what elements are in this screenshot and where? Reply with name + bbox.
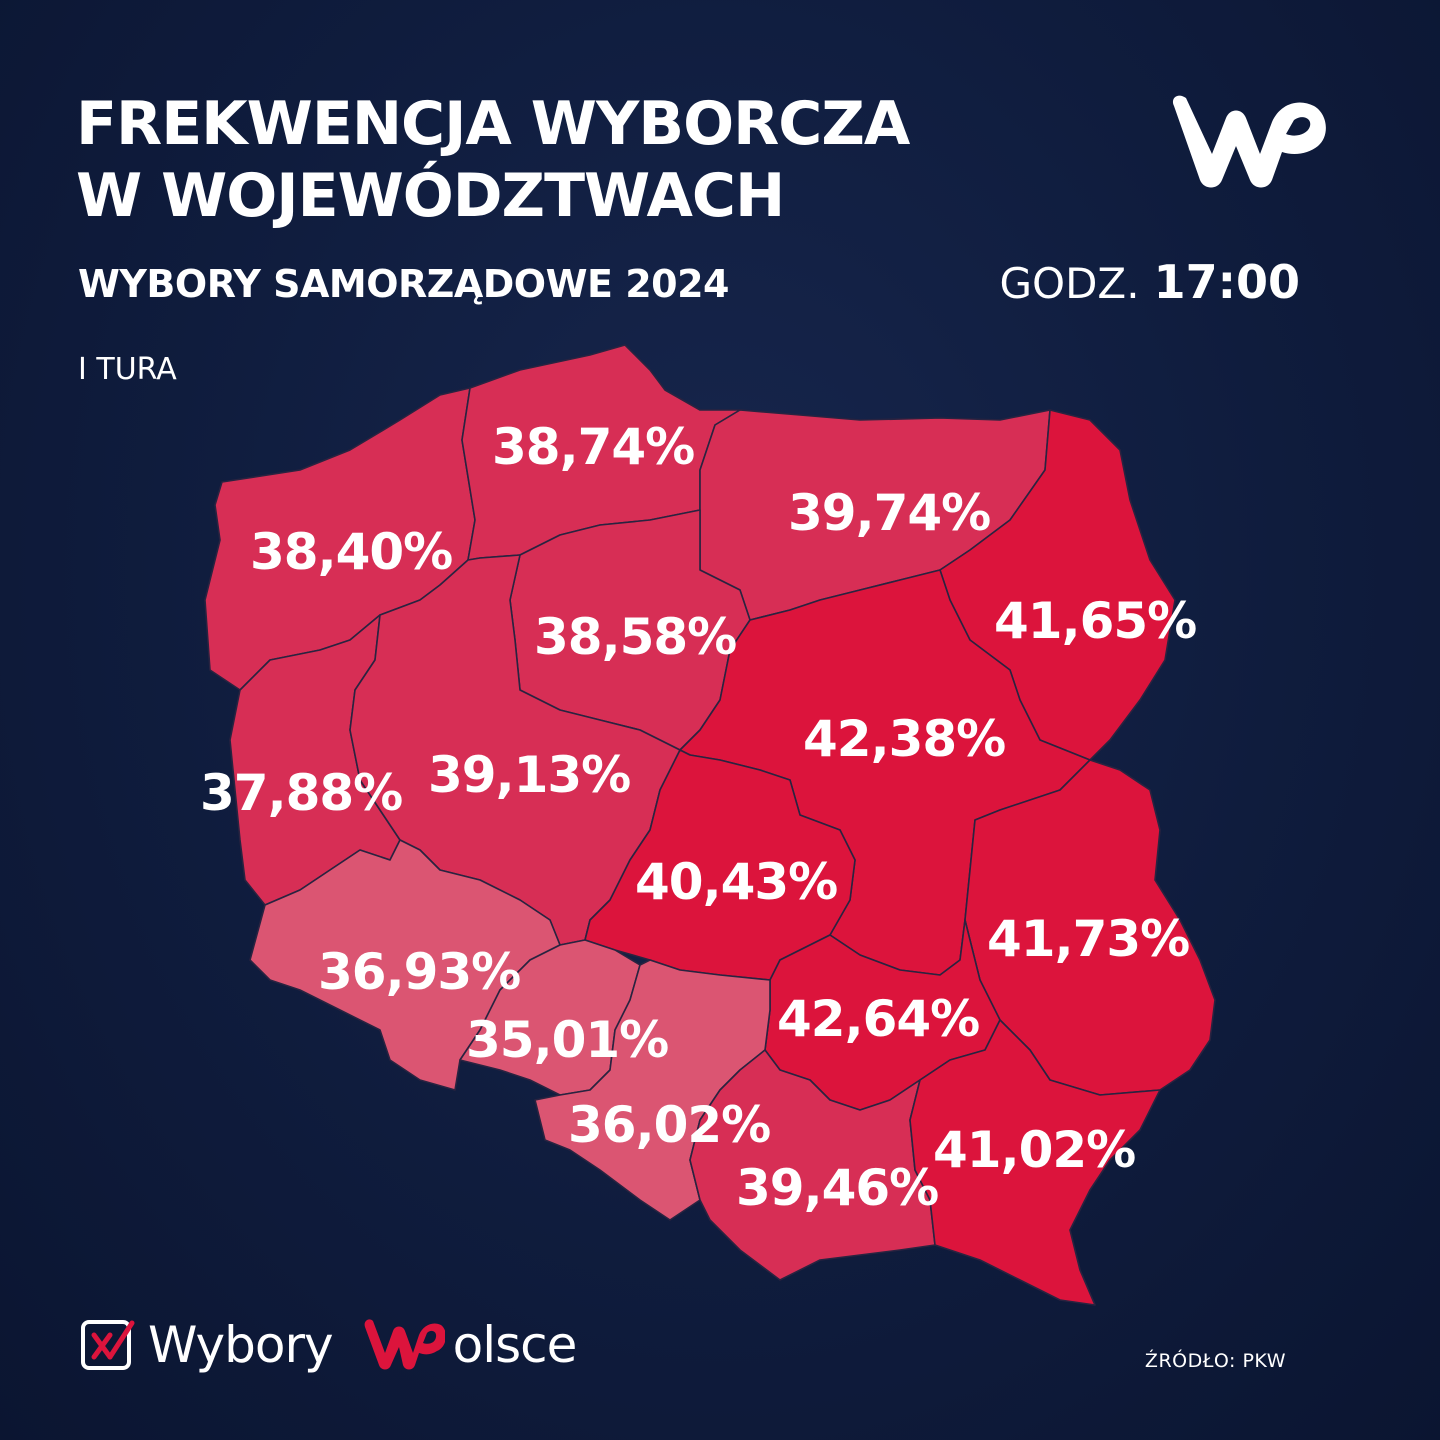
value-warminsko-mazurskie: 39,74% (788, 484, 991, 542)
value-mazowieckie: 42,38% (803, 710, 1006, 768)
value-wielkopolskie: 39,13% (428, 746, 631, 804)
time-stamp: GODZ. 17:00 (999, 255, 1300, 309)
value-dolnoslaskie: 36,93% (318, 943, 521, 1001)
value-podkarpackie: 41,02% (933, 1121, 1136, 1179)
election-subtitle: WYBORY SAMORZĄDOWE 2024 (78, 262, 729, 306)
time-value: 17:00 (1153, 255, 1300, 309)
wp-logo-icon (1172, 95, 1326, 188)
brand-word-2: olsce (452, 1316, 578, 1374)
value-pomorskie: 38,74% (492, 418, 695, 476)
ballot-checkbox-icon (81, 1320, 135, 1370)
value-opolskie: 35,01% (466, 1011, 669, 1069)
value-kujawsko-pomorskie: 38,58% (534, 608, 737, 666)
time-label: GODZ. (999, 259, 1140, 308)
value-slaskie: 36,02% (568, 1096, 771, 1154)
title-line-1: FREKWENCJA WYBORCZA (76, 89, 910, 159)
value-malopolskie: 39,46% (736, 1159, 939, 1217)
region-slaskie (534, 959, 771, 1221)
value-zachodniopomorskie: 38,40% (250, 523, 453, 581)
round-label: I TURA (78, 352, 177, 387)
title-line-2: W WOJEWÓDZTWACH (76, 161, 785, 231)
value-lodzkie: 40,43% (635, 853, 838, 911)
wp-brand-icon (364, 1319, 445, 1370)
page-title: FREKWENCJA WYBORCZA W WOJEWÓDZTWACH (76, 88, 1016, 232)
source-label: ŹRÓDŁO: PKW (1144, 1350, 1286, 1372)
value-swietokrzyskie: 42,64% (777, 990, 980, 1048)
value-podlaskie: 41,65% (994, 592, 1197, 650)
value-lubelskie: 41,73% (987, 910, 1190, 968)
region-podkarpackie (909, 1019, 1161, 1306)
footer-brand: Wybory olsce (80, 1316, 578, 1374)
brand-word: Wybory (148, 1316, 334, 1374)
region-malopolskie (689, 1049, 936, 1281)
value-lubuskie: 37,88% (200, 764, 403, 822)
